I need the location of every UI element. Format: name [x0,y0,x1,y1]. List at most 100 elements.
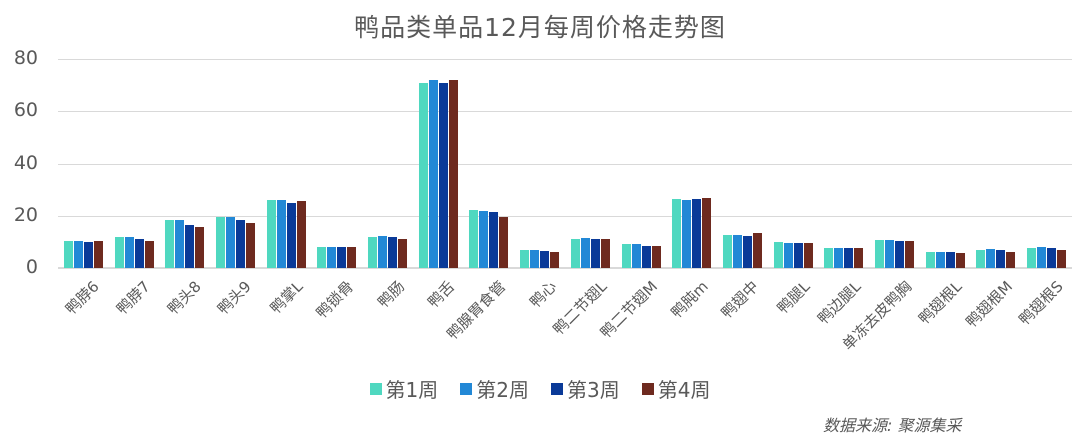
bar [378,236,388,268]
gridline [58,111,1072,113]
bar [235,219,245,268]
data-source-note: 数据来源: 聚源集采 [823,416,962,435]
x-category-label: 鸭腿L [773,277,814,318]
gridline [58,59,1072,60]
bar [550,251,560,268]
bar [388,236,398,268]
bar [854,247,864,268]
legend-swatch-icon [460,382,473,395]
bar [692,198,702,268]
bar [114,236,124,268]
bar [773,242,783,268]
bar [368,236,378,268]
bar [215,217,225,268]
bar [945,251,955,268]
bar [834,247,844,268]
bar [83,241,93,268]
bar [418,82,428,268]
legend-label: 第1周 [385,378,439,402]
bar [793,242,803,268]
bar [134,239,144,268]
legend-swatch-icon [369,382,382,395]
bar [570,238,580,268]
bar [317,246,327,268]
x-category-label: 鸭锁骨 [312,277,358,322]
x-category-label: 鸭脖7 [113,277,154,319]
bar [986,249,996,268]
x-category-label: 鸭头9 [214,277,256,319]
bar [540,251,550,268]
legend-label: 第4周 [657,378,711,402]
bar [266,199,276,268]
bar [520,249,530,268]
bar [63,240,73,268]
x-category-label: 鸭翅根M [962,277,1017,332]
x-category-label: 鸭翅根S [1015,277,1067,329]
legend-label: 第3周 [567,378,620,402]
bar [398,239,408,268]
bar [803,242,813,268]
bar [935,251,945,268]
x-axis-line [58,267,1072,269]
bar [337,247,347,268]
legend-item-week-4: 第4周 [641,374,711,403]
bar [428,79,438,268]
y-tick-label: 0 [25,256,38,278]
legend-label: 第2周 [476,378,529,402]
bar [976,249,986,268]
legend-swatch-icon [551,382,563,395]
bar [1027,247,1037,268]
chart-title: 鸭品类单品12月每周价格走势图 [354,13,726,42]
bar [530,250,540,268]
bar [752,232,762,268]
bar [651,245,661,268]
y-tick-label: 80 [13,47,38,69]
y-tick-label: 60 [13,99,38,122]
bar [600,238,610,268]
legend-item-week-2: 第2周 [460,374,529,403]
legend: 第1周 第2周 第3周 第4周 [0,374,1080,403]
bar [742,235,752,268]
bar [875,239,885,268]
bar [276,200,286,268]
bar [347,247,357,268]
bar [1037,247,1047,268]
bar [783,242,793,268]
bar [144,240,154,268]
gridline [58,163,1072,165]
bar [702,197,712,268]
bar [955,252,965,268]
legend-swatch-icon [641,382,654,395]
bar [327,247,337,268]
bar [479,210,489,268]
bar [1047,248,1057,268]
bar [621,244,631,268]
bar [93,240,103,268]
bar [732,235,742,268]
y-tick-label: 20 [13,203,38,226]
bar [225,217,235,268]
bar [185,224,195,268]
gridline [58,215,1072,217]
bar [682,200,692,268]
bar [489,211,499,268]
bar [641,245,651,268]
bar [73,241,83,268]
bar [438,82,448,268]
bar [631,243,641,268]
bar [996,250,1006,268]
x-category-label: 鸭肫m [667,277,712,322]
x-category-label: 鸭肠 [373,277,408,312]
bar [925,251,935,268]
x-category-label: 鸭心 [525,277,560,312]
x-category-label: 鸭翅根L [915,277,966,328]
x-category-label: 鸭掌L [266,277,307,318]
bar [296,201,306,268]
bar [672,198,682,268]
bar [286,202,296,268]
bar [448,79,458,268]
bar [1006,251,1016,268]
bar [175,219,185,268]
x-category-label: 鸭头8 [163,277,205,319]
